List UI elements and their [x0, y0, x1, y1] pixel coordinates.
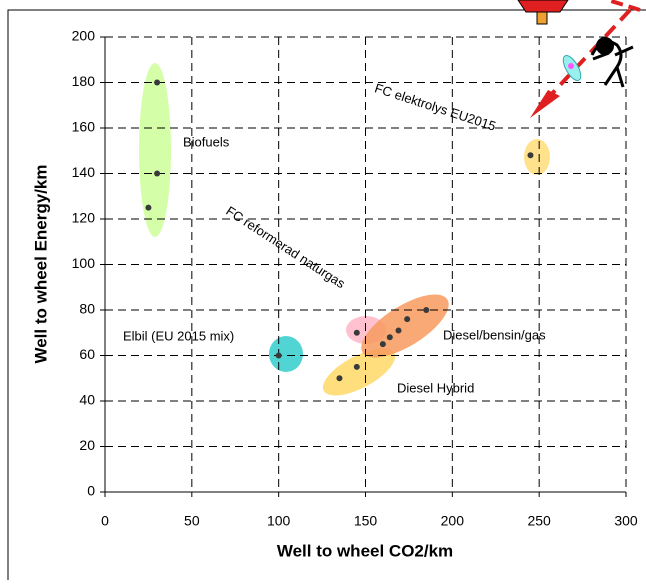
group-ellipse — [269, 336, 303, 372]
annotation: Diesel/bensin/gas — [443, 327, 546, 342]
x-tick-label: 0 — [101, 513, 109, 529]
axes: 0 20 40 60 80 100 120 140 160 180 200 0 50 100 150 200 2… — [72, 28, 638, 529]
x-tick-label: 150 — [354, 513, 378, 529]
x-tick-label: 250 — [527, 513, 551, 529]
annotation: Biofuels — [183, 134, 230, 149]
y-tick-label: 80 — [79, 301, 95, 317]
y-tick-label: 160 — [72, 119, 96, 135]
x-tick-label: 50 — [184, 513, 200, 529]
y-tick-label: 60 — [79, 346, 95, 362]
y-tick-label: 120 — [72, 210, 96, 226]
y-tick-label: 180 — [72, 73, 96, 89]
annotation: Diesel Hybrid — [397, 380, 474, 395]
y-axis-label: Well to wheel Energy/km — [31, 164, 50, 363]
point — [386, 334, 393, 341]
y-tick-label: 40 — [79, 392, 95, 408]
y-tick-label: 100 — [72, 255, 96, 271]
point — [154, 79, 161, 86]
point — [154, 170, 161, 177]
point — [145, 204, 152, 211]
x-tick-label: 200 — [441, 513, 465, 529]
group-ellipse — [139, 63, 171, 237]
y-tick-label: 140 — [72, 164, 96, 180]
point — [353, 363, 360, 370]
decoration — [517, 0, 641, 118]
point — [404, 316, 411, 323]
y-tick-label: 20 — [79, 437, 95, 453]
point — [423, 307, 430, 313]
x-tick-label: 100 — [267, 513, 291, 529]
point — [275, 352, 282, 359]
point — [395, 327, 402, 334]
annotation: Elbil (EU 2015 mix) — [123, 328, 234, 343]
point — [527, 152, 534, 159]
point — [353, 329, 360, 336]
x-tick-label: 300 — [614, 513, 638, 529]
x-axis-label: Well to wheel CO2/km — [277, 541, 453, 560]
point — [336, 375, 343, 382]
group-ellipse — [322, 348, 396, 396]
point — [379, 341, 386, 348]
y-tick-label: 200 — [72, 28, 96, 44]
group-ellipse — [524, 139, 550, 175]
y-tick-label: 0 — [87, 483, 95, 499]
